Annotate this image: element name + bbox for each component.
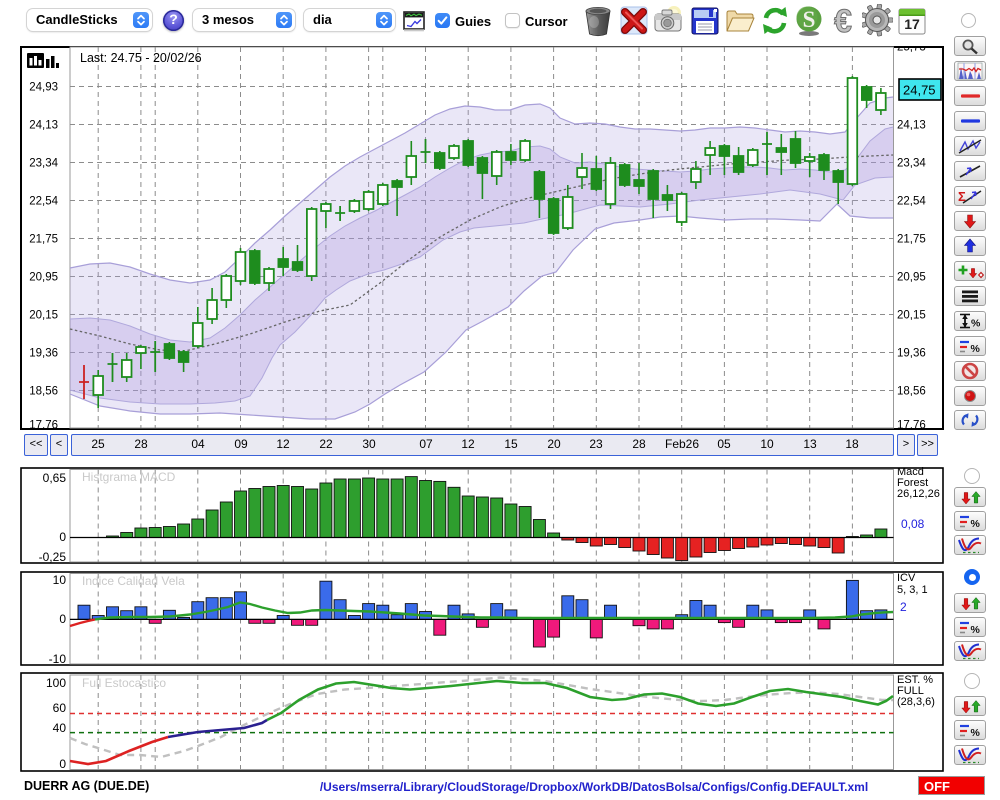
svg-text:FULL: FULL [897,685,924,697]
svg-text:17,76: 17,76 [29,420,58,431]
svg-text:%: % [971,518,981,530]
svg-text:0: 0 [59,612,66,626]
svg-text:Σ: Σ [958,189,966,204]
svg-text:22,54: 22,54 [897,196,926,208]
svg-text:23,34: 23,34 [897,158,926,170]
svg-text:19,36: 19,36 [897,348,926,360]
svg-text:S: S [803,7,816,32]
svg-text:EST. %: EST. % [897,674,933,686]
svg-text:19,36: 19,36 [29,348,58,360]
svg-text:5, 3, 1: 5, 3, 1 [897,584,928,596]
svg-text:Last: 24.75 - 20/02/26: Last: 24.75 - 20/02/26 [80,51,202,65]
svg-text:24,13: 24,13 [29,120,58,132]
svg-text:20,15: 20,15 [29,310,58,322]
svg-text:23,34: 23,34 [29,158,58,170]
svg-text:Histgrama MACD: Histgrama MACD [82,470,176,484]
svg-text:Forest: Forest [897,477,928,489]
svg-text:%: % [971,624,981,636]
svg-text:100: 100 [46,676,66,690]
svg-text:10: 10 [53,573,67,587]
svg-text:24,75: 24,75 [903,83,936,98]
svg-text:24,93: 24,93 [29,82,58,94]
svg-text:(28,3,6): (28,3,6) [897,696,935,708]
svg-text:22,54: 22,54 [29,196,58,208]
svg-text:20,15: 20,15 [897,310,926,322]
svg-text:21,75: 21,75 [897,234,926,246]
svg-text:€: € [834,5,852,37]
svg-text:-0,25: -0,25 [39,550,67,564]
svg-text:20,95: 20,95 [897,272,926,284]
svg-text:ICV: ICV [897,572,916,584]
svg-text:Indice Calidad Vela: Indice Calidad Vela [82,574,185,588]
svg-text:Macd: Macd [897,467,924,478]
svg-text:2: 2 [900,600,907,614]
svg-text:25,73: 25,73 [897,46,926,54]
svg-text:0,08: 0,08 [901,517,925,531]
svg-text:17,76: 17,76 [897,420,926,431]
svg-text:26,12,26: 26,12,26 [897,488,940,500]
svg-text:0: 0 [59,530,66,544]
svg-text:-10: -10 [49,652,67,666]
svg-text:20,95: 20,95 [29,272,58,284]
svg-text:Full Estocastico: Full Estocastico [82,676,166,690]
svg-text:0,65: 0,65 [43,471,67,485]
svg-text:%: % [971,727,981,739]
svg-text:0: 0 [59,757,66,771]
svg-text:17: 17 [904,16,920,32]
svg-text:18,56: 18,56 [897,386,926,398]
svg-text:%: % [971,318,981,330]
svg-text:24,13: 24,13 [897,120,926,132]
svg-text:60: 60 [53,701,67,715]
svg-text:40: 40 [53,721,67,735]
svg-text:%: % [971,343,981,355]
svg-text:18,56: 18,56 [29,386,58,398]
svg-text:21,75: 21,75 [29,234,58,246]
